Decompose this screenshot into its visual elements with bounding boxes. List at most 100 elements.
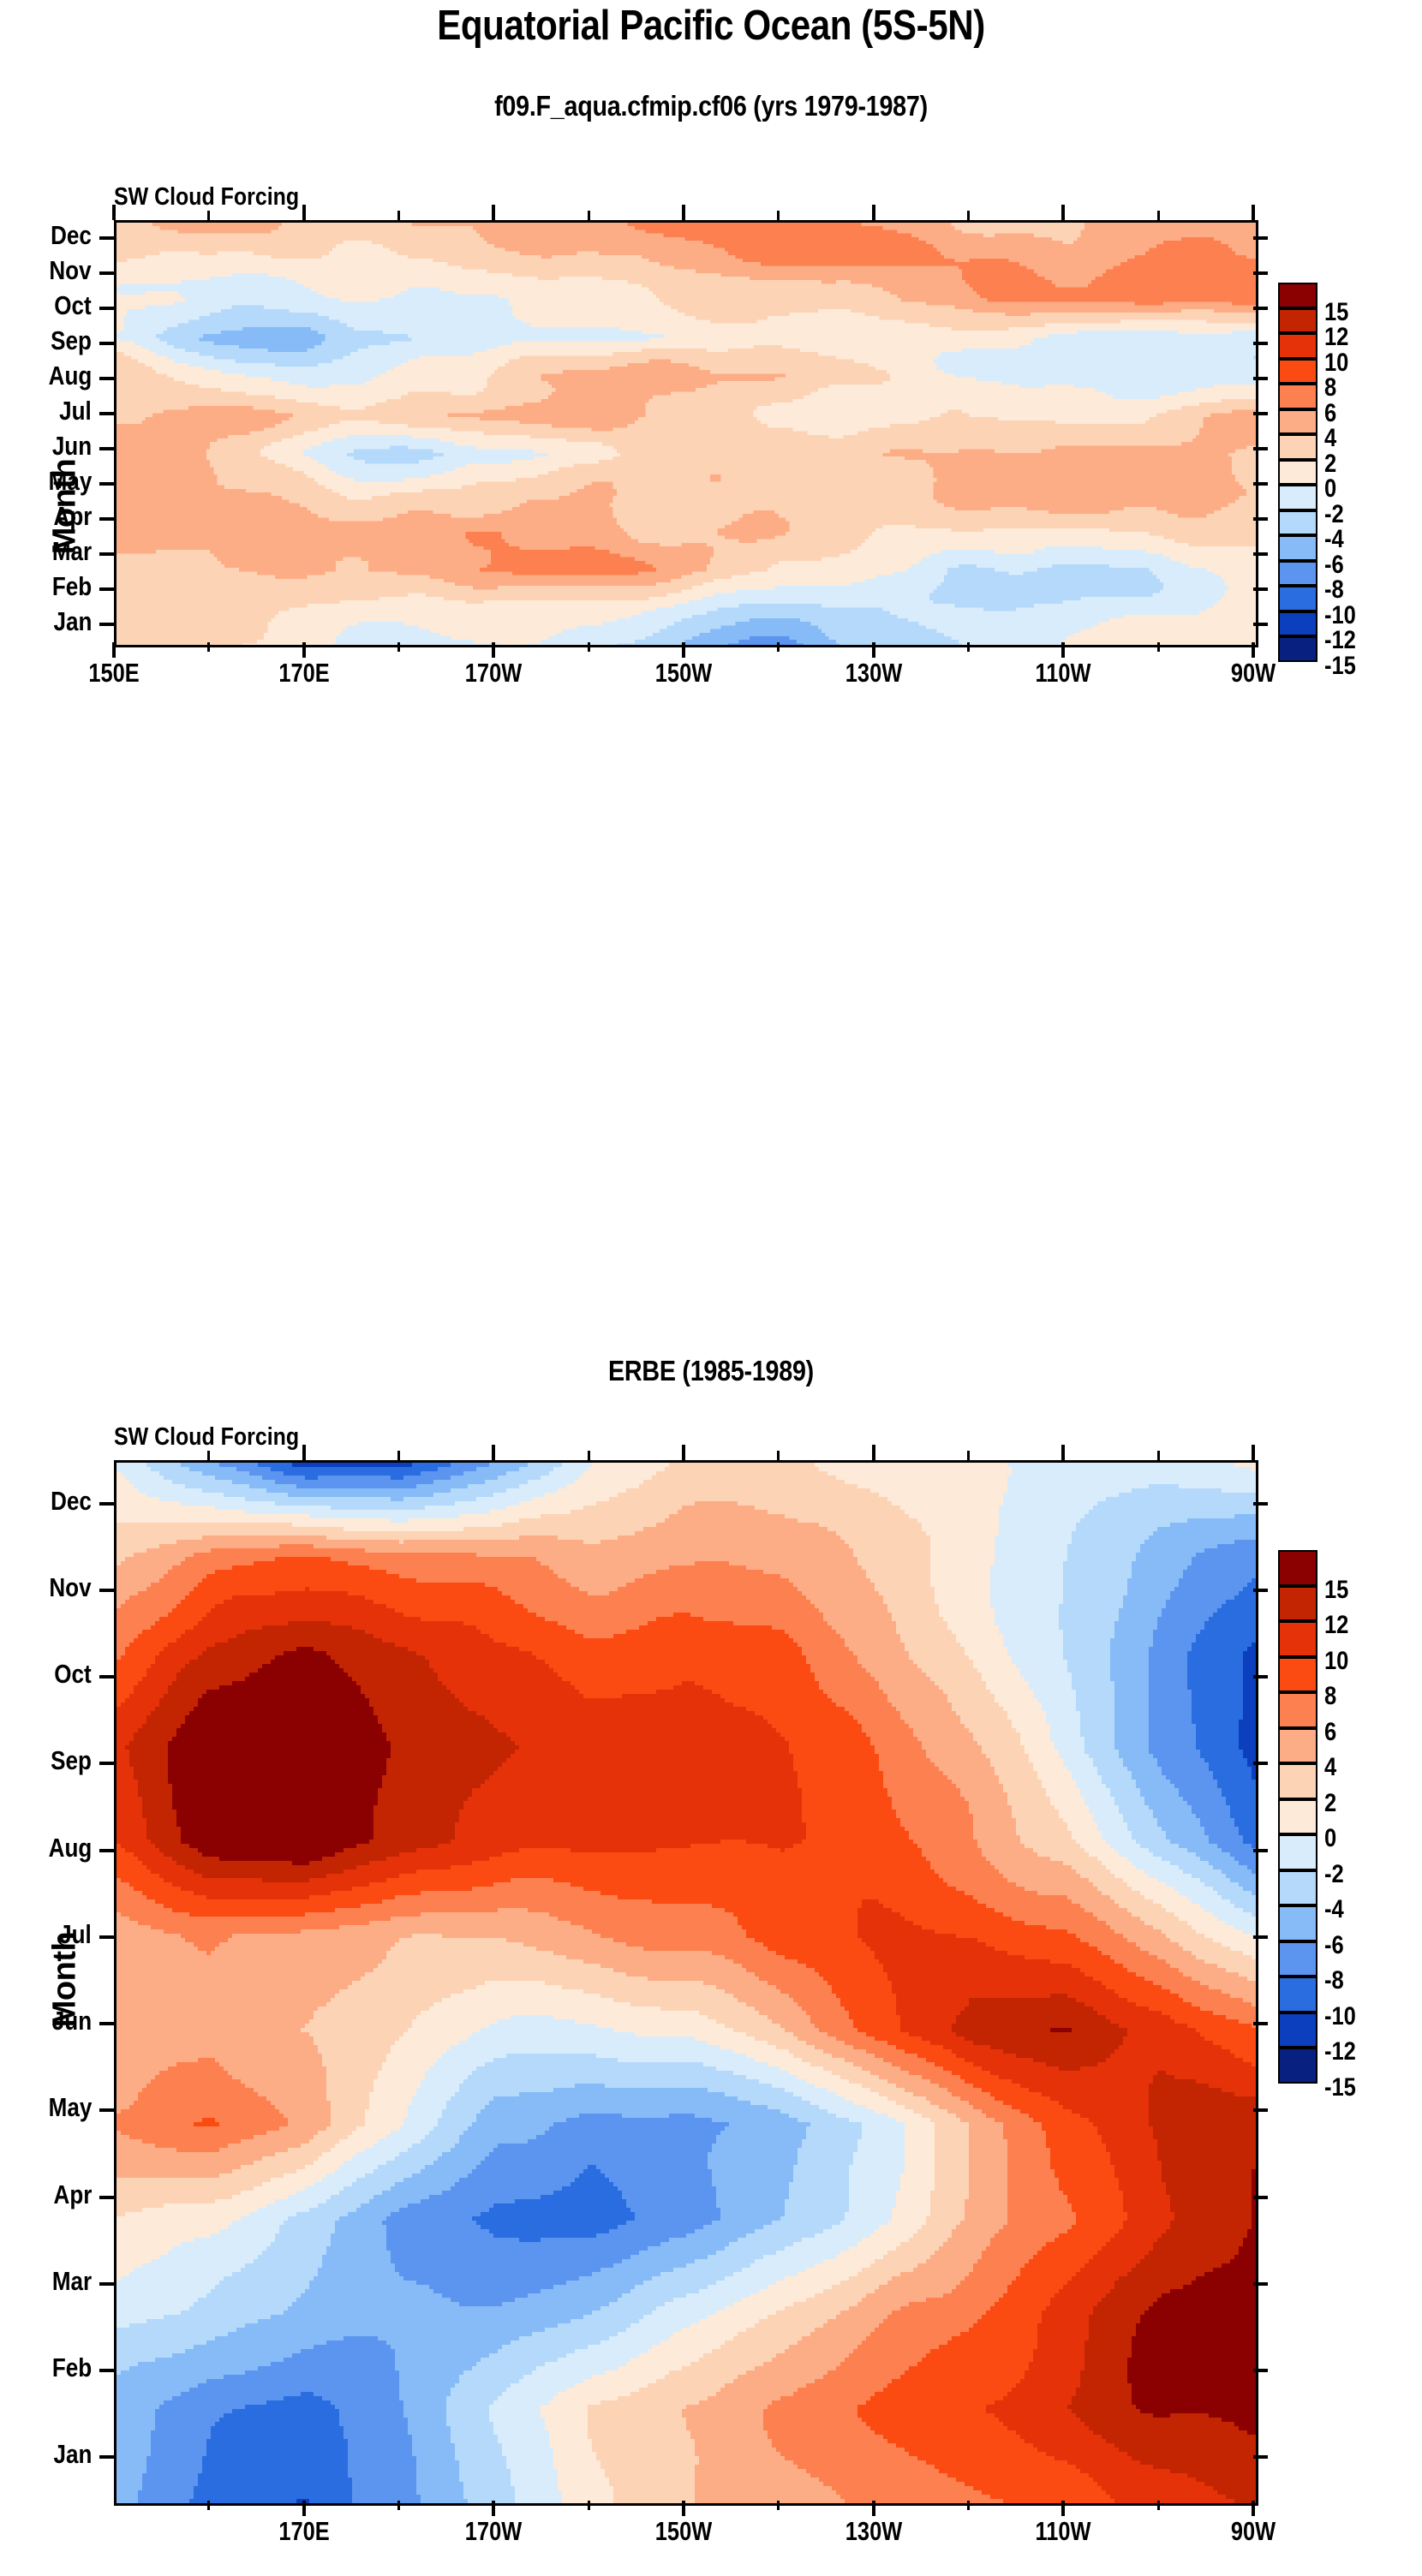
colorbar-tick-label: 8 <box>1324 1682 1336 1711</box>
y-axis-tick-right <box>1253 623 1268 626</box>
colorbar-tick-label: 4 <box>1324 1753 1336 1782</box>
x-axis-minor-tick-top <box>872 1451 875 1460</box>
x-axis-minor-tick-top <box>1062 1451 1065 1460</box>
y-axis-tick <box>99 377 114 380</box>
colorbar-swatch <box>1278 1799 1317 1835</box>
y-axis-tick <box>99 2282 114 2286</box>
y-axis-tick-label: Jul <box>59 396 92 426</box>
y-axis-tick <box>99 623 114 626</box>
colorbar-swatch <box>1278 1834 1317 1870</box>
colorbar-swatch <box>1278 2012 1317 2048</box>
colorbar-tick-label: -15 <box>1324 2073 1356 2102</box>
x-axis-minor-tick-bottom <box>777 642 780 652</box>
x-axis-minor-tick-bottom <box>588 2501 590 2510</box>
y-axis-tick <box>99 307 114 310</box>
x-axis-minor-tick-bottom <box>302 642 305 652</box>
y-axis-tick-label: May <box>48 2092 92 2123</box>
y-axis-tick-right <box>1253 2282 1268 2286</box>
x-axis-tick-label: 110W <box>1001 658 1127 689</box>
x-axis-minor-tick-top <box>588 211 590 220</box>
colorbar-tick-label: 2 <box>1324 1789 1336 1818</box>
colorbar-swatch <box>1278 1941 1317 1977</box>
colorbar-swatch <box>1278 359 1317 385</box>
x-axis-tick-label: 170W <box>431 2516 558 2547</box>
panel-2-header-left: SW Cloud Forcing <box>114 1423 299 1452</box>
colorbar-swatch <box>1278 1728 1317 1764</box>
x-axis-tick-label: 130W <box>810 2516 937 2547</box>
y-axis-tick <box>99 552 114 556</box>
y-axis-tick-label: Jul <box>59 1919 92 1950</box>
y-axis-tick <box>99 587 114 591</box>
y-axis-tick-right <box>1253 2108 1268 2112</box>
y-axis-tick <box>99 1935 114 1939</box>
x-axis-minor-tick-bottom <box>872 642 875 652</box>
y-axis-tick <box>99 1849 114 1852</box>
y-axis-tick <box>99 412 114 415</box>
y-axis-tick-right <box>1253 447 1268 450</box>
x-axis-minor-tick-bottom <box>397 642 400 652</box>
x-axis-minor-tick-top <box>777 1451 780 1460</box>
contour-field <box>117 1463 1256 2503</box>
x-axis-minor-tick-bottom <box>1062 642 1065 652</box>
colorbar-swatch <box>1278 1586 1317 1622</box>
colorbar-tick-label: 6 <box>1324 1718 1336 1747</box>
colorbar-swatch <box>1278 510 1317 536</box>
x-axis-minor-tick-bottom <box>683 2501 685 2510</box>
colorbar-tick-label: 10 <box>1324 1647 1348 1676</box>
x-axis-minor-tick-top <box>872 211 875 220</box>
y-axis-tick-right <box>1253 1589 1268 1592</box>
x-axis-minor-tick-bottom <box>588 642 590 652</box>
x-axis-tick-bottom <box>1252 642 1255 658</box>
y-axis-tick-right <box>1253 1502 1268 1506</box>
y-axis-tick-right <box>1253 552 1268 556</box>
x-axis-minor-tick-top <box>1157 211 1160 220</box>
colorbar-swatch <box>1278 1550 1317 1586</box>
y-axis-tick-label: Aug <box>48 1833 92 1863</box>
colorbar-swatch <box>1278 2048 1317 2084</box>
colorbar-swatch <box>1278 384 1317 409</box>
x-axis-minor-tick-top <box>397 1451 400 1460</box>
x-axis-minor-tick-bottom <box>207 642 210 652</box>
x-axis-minor-tick-top <box>683 211 685 220</box>
y-axis-tick-right <box>1253 1675 1268 1679</box>
colorbar-swatch <box>1278 485 1317 510</box>
x-axis-minor-tick-bottom <box>493 642 495 652</box>
x-axis-tick-label: 110W <box>1001 2516 1127 2547</box>
y-axis-tick-label: Aug <box>48 361 92 391</box>
colorbar-swatch <box>1278 1692 1317 1728</box>
colorbar-tick-label: 15 <box>1324 1576 1348 1605</box>
panel-2-plot-area <box>114 1460 1258 2506</box>
y-axis-tick <box>99 2022 114 2025</box>
y-axis-tick-right <box>1253 2455 1268 2459</box>
y-axis-tick-right <box>1253 517 1268 521</box>
x-axis-tick-top <box>1252 1445 1255 1460</box>
y-axis-tick-right <box>1253 236 1268 240</box>
x-axis-minor-tick-top <box>967 1451 970 1460</box>
y-axis-tick-label: Apr <box>53 501 92 532</box>
y-axis-tick <box>99 2108 114 2112</box>
x-axis-minor-tick-bottom <box>683 642 685 652</box>
x-axis-tick-bottom <box>112 642 116 658</box>
x-axis-minor-tick-bottom <box>1062 2501 1065 2510</box>
x-axis-minor-tick-top <box>967 211 970 220</box>
y-axis-tick <box>99 342 114 345</box>
y-axis-tick <box>99 1502 114 1506</box>
y-axis-tick-label: Nov <box>50 255 92 286</box>
y-axis-tick-right <box>1253 307 1268 310</box>
colorbar-tick-label: -4 <box>1324 1895 1344 1924</box>
x-axis-minor-tick-top <box>302 1451 305 1460</box>
x-axis-minor-tick-top <box>777 211 780 220</box>
panel-1-title: f09.F_aqua.cfmip.cf06 (yrs 1979-1987) <box>93 90 1329 122</box>
y-axis-tick-label: Oct <box>55 290 92 321</box>
colorbar-swatch <box>1278 434 1317 460</box>
x-axis-minor-tick-top <box>493 211 495 220</box>
y-axis-tick <box>99 2369 114 2372</box>
x-axis-minor-tick-top <box>207 1451 210 1460</box>
colorbar-tick-label: -2 <box>1324 1860 1344 1889</box>
x-axis-minor-tick-top <box>1062 211 1065 220</box>
colorbar-tick-label: -6 <box>1324 1931 1344 1960</box>
panel-2-title: ERBE (1985-1989) <box>93 1355 1329 1387</box>
y-axis-tick <box>99 1675 114 1679</box>
x-axis-minor-tick-bottom <box>967 642 970 652</box>
x-axis-minor-tick-top <box>302 211 305 220</box>
